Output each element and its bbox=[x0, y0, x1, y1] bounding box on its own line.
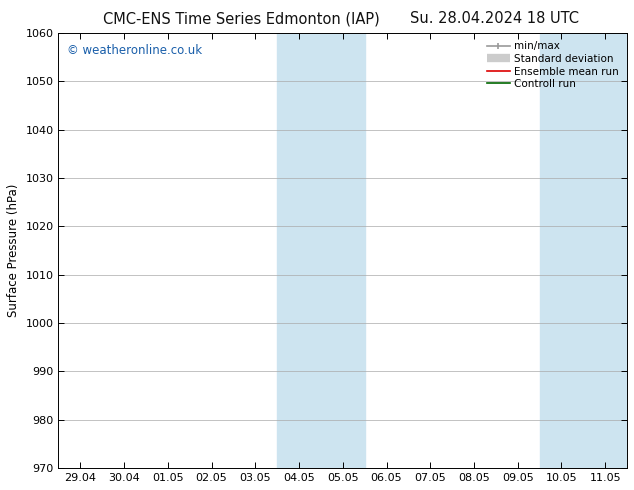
Bar bbox=[540, 33, 627, 468]
Y-axis label: Surface Pressure (hPa): Surface Pressure (hPa) bbox=[7, 184, 20, 318]
Text: Su. 28.04.2024 18 UTC: Su. 28.04.2024 18 UTC bbox=[410, 11, 579, 26]
Text: CMC-ENS Time Series Edmonton (IAP): CMC-ENS Time Series Edmonton (IAP) bbox=[103, 11, 379, 26]
Bar bbox=[277, 33, 365, 468]
Text: © weatheronline.co.uk: © weatheronline.co.uk bbox=[67, 44, 202, 57]
Legend: min/max, Standard deviation, Ensemble mean run, Controll run: min/max, Standard deviation, Ensemble me… bbox=[484, 38, 622, 92]
